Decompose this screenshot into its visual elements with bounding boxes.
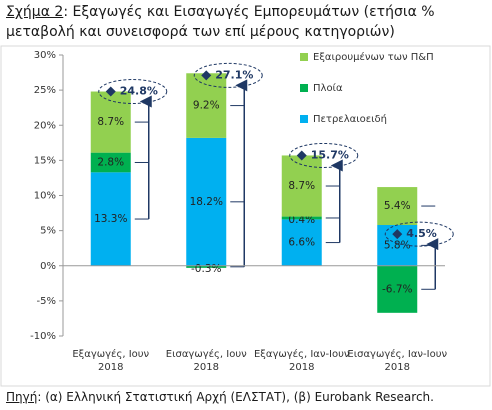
data-label: 8.7% [97,116,124,128]
bar-segment [90,91,131,153]
x-tick-label: Εισαγωγές, Ιαν-Ιουν 2018 [347,348,447,373]
y-tick-label: 0% [40,261,56,272]
chart-title: : Εξαγωγές και Εισαγωγές Εμπορευμάτων (ε… [6,4,435,40]
legend-label: Πλοία [313,82,343,94]
data-label: 9.2% [193,100,220,112]
figure-label: Σχήμα 2 [6,4,64,20]
x-tick-label: Εισαγωγές, Ιουν 2018 [166,348,247,373]
total-label: 4.5% [406,227,437,240]
x-tick-label: Εξαγωγές, Ιουν 2018 [72,348,149,373]
data-label: -0.3% [191,263,221,275]
bar-segment [90,172,131,266]
bar-segment [90,152,131,173]
y-tick-label: 30% [34,50,56,61]
data-label: 5.4% [384,200,411,212]
total-highlight [193,62,263,88]
bar-segment [186,265,227,268]
total-label: 27.1% [215,68,253,81]
total-highlight [289,142,359,168]
data-label: 8.7% [288,180,315,192]
chart: -10% -5% 0% 5% 10% 15% 20% 25% 30% 13.3% 2.8% 8.7% 2… [0,45,491,387]
bar-segment [377,265,418,313]
data-label: 0.4% [288,214,315,226]
chart-frame [0,45,491,387]
total-marker [201,70,212,81]
bar-segment [186,137,227,266]
data-label: 6.6% [288,237,315,249]
total-label: 24.8% [120,85,158,98]
total-label: 15.7% [311,148,349,161]
data-label: -6.7% [382,283,412,295]
bar-segment [281,155,322,217]
total-marker [392,229,403,240]
source-block: Πηγή: (α) Ελληνική Στατιστική Αρχή (ΕΛΣΤ… [6,390,434,404]
legend-label: Εξαιρουμένων των Π&Π [313,51,434,63]
y-tick-label: -5% [37,296,56,307]
bar-segment [281,216,322,220]
total-highlight [384,221,454,247]
y-tick-label: 15% [34,155,56,166]
total-highlight [98,79,168,105]
x-tick-label: Εξαγωγές, Ιαν-Ιουν 2018 [254,348,350,373]
y-tick-label: -10% [30,331,56,342]
legend-swatch [300,53,308,61]
legend-swatch [300,115,308,123]
total-marker [296,150,307,161]
bar-segment [281,219,322,266]
y-tick-label: 20% [34,120,56,131]
y-tick-label: 25% [34,85,56,96]
source-label: Πηγή [6,390,38,404]
total-marker [105,86,116,97]
legend-swatch [300,84,308,92]
title-block: Σχήμα 2: Εξαγωγές και Εισαγωγές Εμπορευμ… [6,2,490,42]
bar-segment [377,187,418,226]
y-tick-label: 10% [34,191,56,202]
data-label: 13.3% [94,213,127,225]
source: : (α) Ελληνική Στατιστική Αρχή (ΕΛΣΤΑΤ),… [37,390,434,404]
data-label: 18.2% [190,196,223,208]
legend-label: Πετρελαιοειδή [313,113,387,125]
data-label: 2.8% [97,156,124,168]
y-tick-label: 5% [40,226,56,237]
data-label: 5.8% [384,239,411,251]
